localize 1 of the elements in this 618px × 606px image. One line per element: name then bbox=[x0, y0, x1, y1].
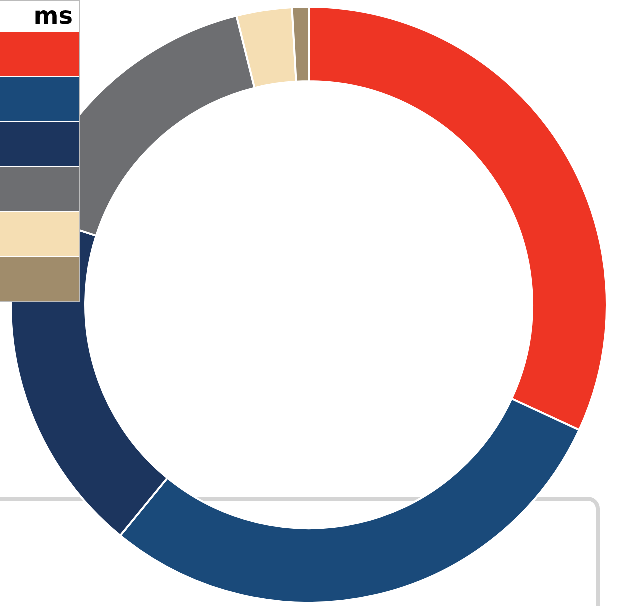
legend-title: ms bbox=[32, 1, 74, 31]
